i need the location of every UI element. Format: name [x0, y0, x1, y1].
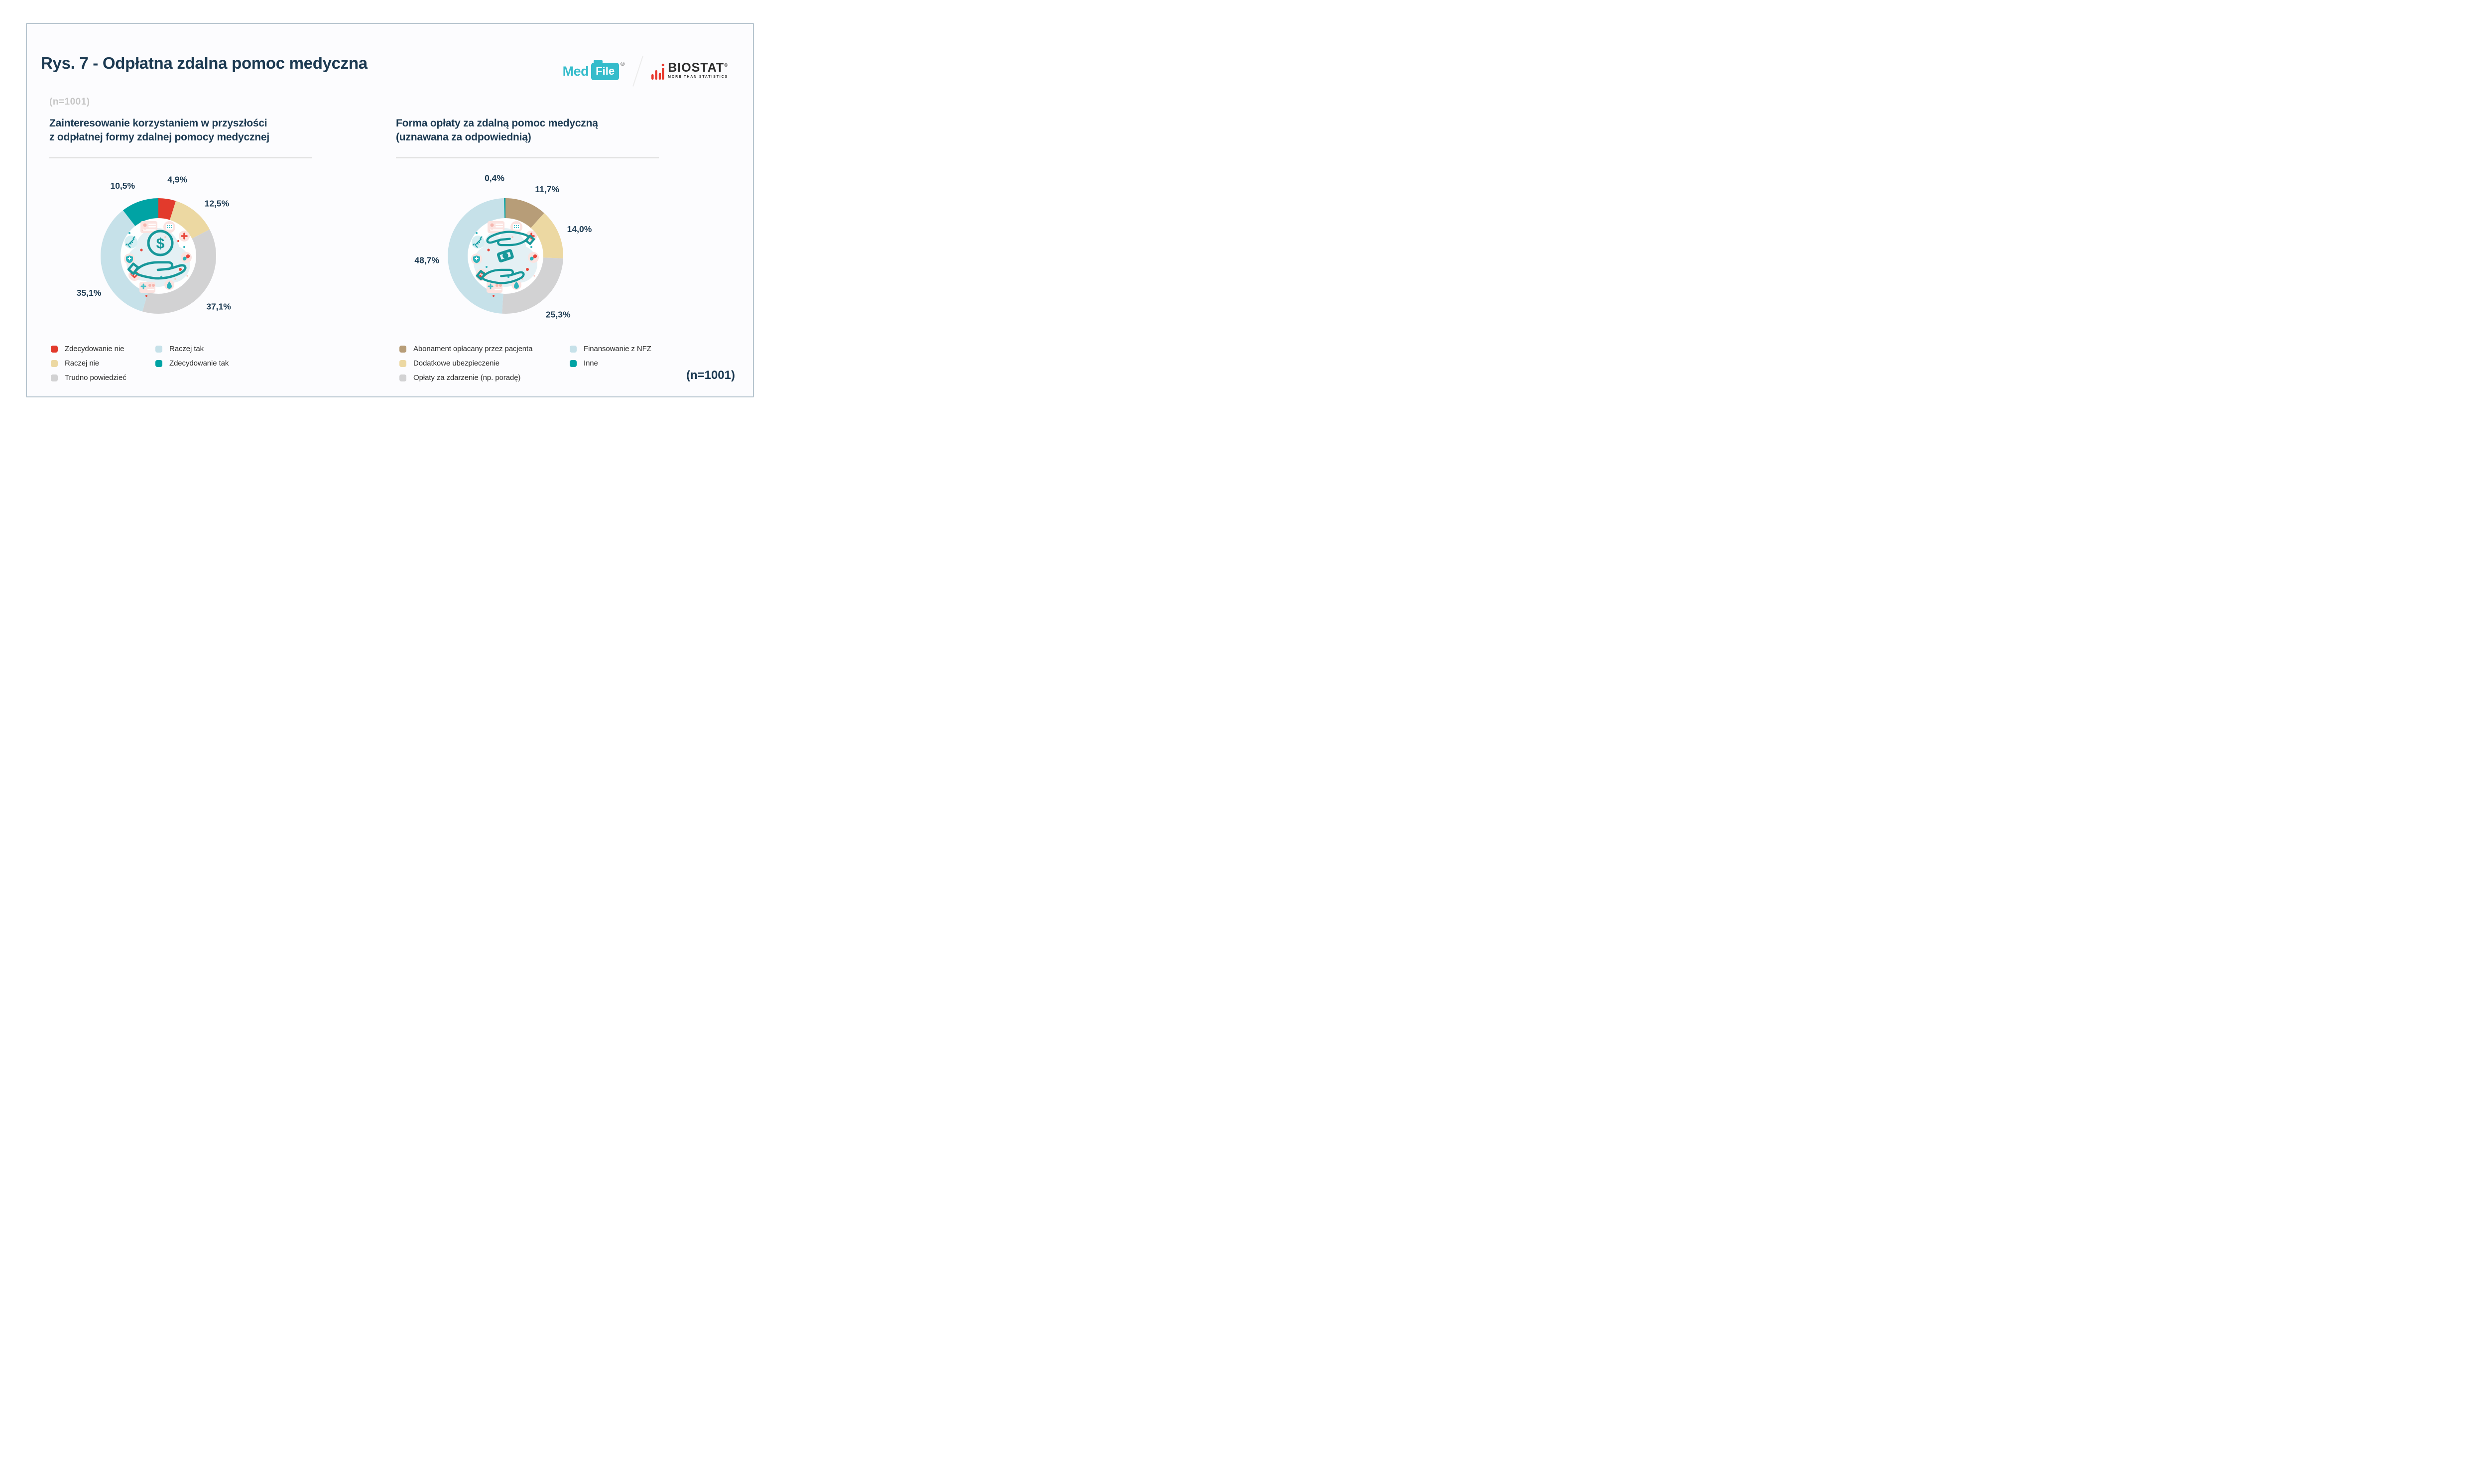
- biostat-bars-icon: [651, 63, 665, 80]
- slice-value-label: 11,7%: [535, 184, 559, 194]
- legend-item: Zdecydowanie nie: [51, 342, 155, 356]
- slice-value-label: 0,4%: [485, 173, 504, 183]
- legend-right: Abonament opłacany przez pacjenta Dodatko…: [399, 342, 651, 385]
- legend-column: Zdecydowanie nie Raczej nie Trudno powiedz…: [51, 342, 155, 385]
- legend-item: Dodatkowe ubezpieczenie: [399, 356, 570, 371]
- legend-label: Trudno powiedzieć: [65, 373, 126, 382]
- shield-icon: [124, 253, 135, 264]
- slice-value-label: 25,3%: [546, 309, 571, 319]
- slice-value-label: 4,9%: [167, 175, 187, 185]
- legend-swatch: [570, 345, 577, 353]
- id-card-icon: [140, 221, 157, 233]
- pill-icon: [528, 252, 539, 263]
- slice-value-label: 37,1%: [206, 302, 231, 312]
- medfile-wordmark: Med: [562, 63, 589, 79]
- legend-item: Finansowanie z NFZ: [570, 342, 651, 356]
- donut-slice: Raczej tak: 35,1%: [101, 210, 148, 312]
- legend-swatch: [155, 345, 162, 353]
- calendar-icon: [510, 221, 522, 233]
- legend-swatch: [399, 360, 406, 367]
- sample-size-note-top: (n=1001): [49, 97, 90, 107]
- dollar-glyph: $: [156, 236, 165, 252]
- calendar-icon: [163, 221, 175, 233]
- legend-swatch: [399, 345, 406, 353]
- donut-slice: Trudno powiedzieć: 37,1%: [142, 229, 217, 314]
- legend-swatch: [51, 360, 58, 367]
- folder-tab: [594, 59, 603, 64]
- title-divider-right: [396, 157, 659, 158]
- legend-column: Raczej tak Zdecydowanie tak: [155, 342, 229, 385]
- biostat-wordmark: BIOSTAT: [668, 61, 725, 75]
- id-card-icon: [488, 221, 504, 233]
- hands-exchanging-money-icon: [476, 231, 535, 284]
- legend-swatch: [51, 374, 58, 381]
- figure-title: Rys. 7 - Odpłatna zdalna pomoc medyczna: [41, 54, 368, 72]
- legend-label: Raczej tak: [169, 345, 204, 353]
- slice-value-label: 14,0%: [567, 224, 592, 234]
- legend-swatch: [570, 360, 577, 367]
- legend-swatch: [51, 345, 58, 353]
- legend-label: Zdecydowanie nie: [65, 345, 124, 353]
- donut-slice: Finansowanie z NFZ: 48,7%: [448, 198, 505, 314]
- legend-swatch: [399, 374, 406, 381]
- slice-value-label: 12,5%: [205, 198, 230, 208]
- legend-label: Raczej nie: [65, 359, 100, 368]
- donut-slice: Opłaty za zdarzenie (np. poradę): 25,3%: [502, 257, 563, 314]
- donut-slice: Inne: 0,4%: [504, 198, 505, 219]
- title-divider-left: [49, 157, 312, 158]
- medfile-folder-icon: File: [591, 59, 620, 80]
- legend-column: Abonament opłacany przez pacjenta Dodatko…: [399, 342, 570, 385]
- logo-separator: [632, 56, 644, 87]
- biostat-tagline: MORE THAN STATISTICS: [668, 75, 728, 79]
- slice-value-label: 35,1%: [77, 288, 102, 298]
- drop-icon: [511, 280, 521, 290]
- chart-title-left: Zainteresowanie korzystaniem w przyszłoś…: [49, 118, 270, 143]
- legend-label: Zdecydowanie tak: [169, 359, 229, 368]
- drop-icon: [164, 280, 174, 290]
- donut-slice: Zdecydowanie tak: 10,5%: [123, 198, 158, 226]
- page: Rys. 7 - Odpłatna zdalna pomoc medyczna …: [0, 0, 781, 418]
- medical-cross-icon: [179, 231, 190, 242]
- legend-item: Trudno powiedzieć: [51, 371, 155, 385]
- legend-item: Zdecydowanie tak: [155, 356, 229, 371]
- legend-label: Finansowanie z NFZ: [584, 345, 651, 353]
- donut-slice: Raczej nie: 12,5%: [170, 201, 210, 239]
- medfile-logo: Med File ®: [562, 59, 625, 80]
- donut-slice: Abonament opłacany przez pacjenta: 11,7%: [505, 198, 544, 228]
- legend-item: Opłaty za zdarzenie (np. poradę): [399, 371, 570, 385]
- legend-label: Opłaty za zdarzenie (np. poradę): [413, 373, 521, 382]
- figure-card: Rys. 7 - Odpłatna zdalna pomoc medyczna …: [26, 23, 754, 397]
- pill-icon: [181, 252, 192, 263]
- legend-item: Inne: [570, 356, 651, 371]
- medical-record-icon: [487, 282, 502, 293]
- legend-item: Abonament opłacany przez pacjenta: [399, 342, 570, 356]
- legend-item: Raczej nie: [51, 356, 155, 371]
- legend-label: Abonament opłacany przez pacjenta: [413, 345, 533, 353]
- biostat-logo: BIOSTAT® MORE THAN STATISTICS: [651, 62, 728, 81]
- sample-size-note-bottom: (n=1001): [686, 369, 735, 382]
- logos: Med File ® BIOSTAT® MORE THAN: [563, 55, 728, 88]
- legend-label: Dodatkowe ubezpieczenie: [413, 359, 499, 368]
- legend-left: Zdecydowanie nie Raczej nie Trudno powiedz…: [51, 342, 229, 385]
- legend-item: Raczej tak: [155, 342, 229, 356]
- donut-slice: Dodatkowe ubezpieczenie: 14,0%: [530, 213, 564, 258]
- legend-column: Finansowanie z NFZ Inne: [570, 342, 651, 385]
- medical-record-icon: [139, 282, 155, 293]
- donut-chart-left: Zdecydowanie nie: 4,9%Raczej nie: 12,5%T…: [77, 175, 231, 314]
- legend-swatch: [155, 360, 162, 367]
- shield-icon: [471, 253, 482, 264]
- donut-chart-right: Abonament opłacany przez pacjenta: 11,7%…: [414, 173, 592, 320]
- medfile-file-label: File: [596, 64, 615, 77]
- legend-label: Inne: [584, 359, 598, 368]
- donut-slice: Zdecydowanie nie: 4,9%: [158, 198, 176, 220]
- hand-holding-money-icon: [127, 230, 187, 280]
- registered-mark: ®: [621, 61, 625, 67]
- slice-value-label: 48,7%: [414, 255, 439, 265]
- chart-title-right: Forma opłaty za zdalną pomoc medyczną (u…: [396, 118, 598, 143]
- slice-value-label: 10,5%: [110, 181, 135, 191]
- registered-mark: ®: [724, 63, 728, 68]
